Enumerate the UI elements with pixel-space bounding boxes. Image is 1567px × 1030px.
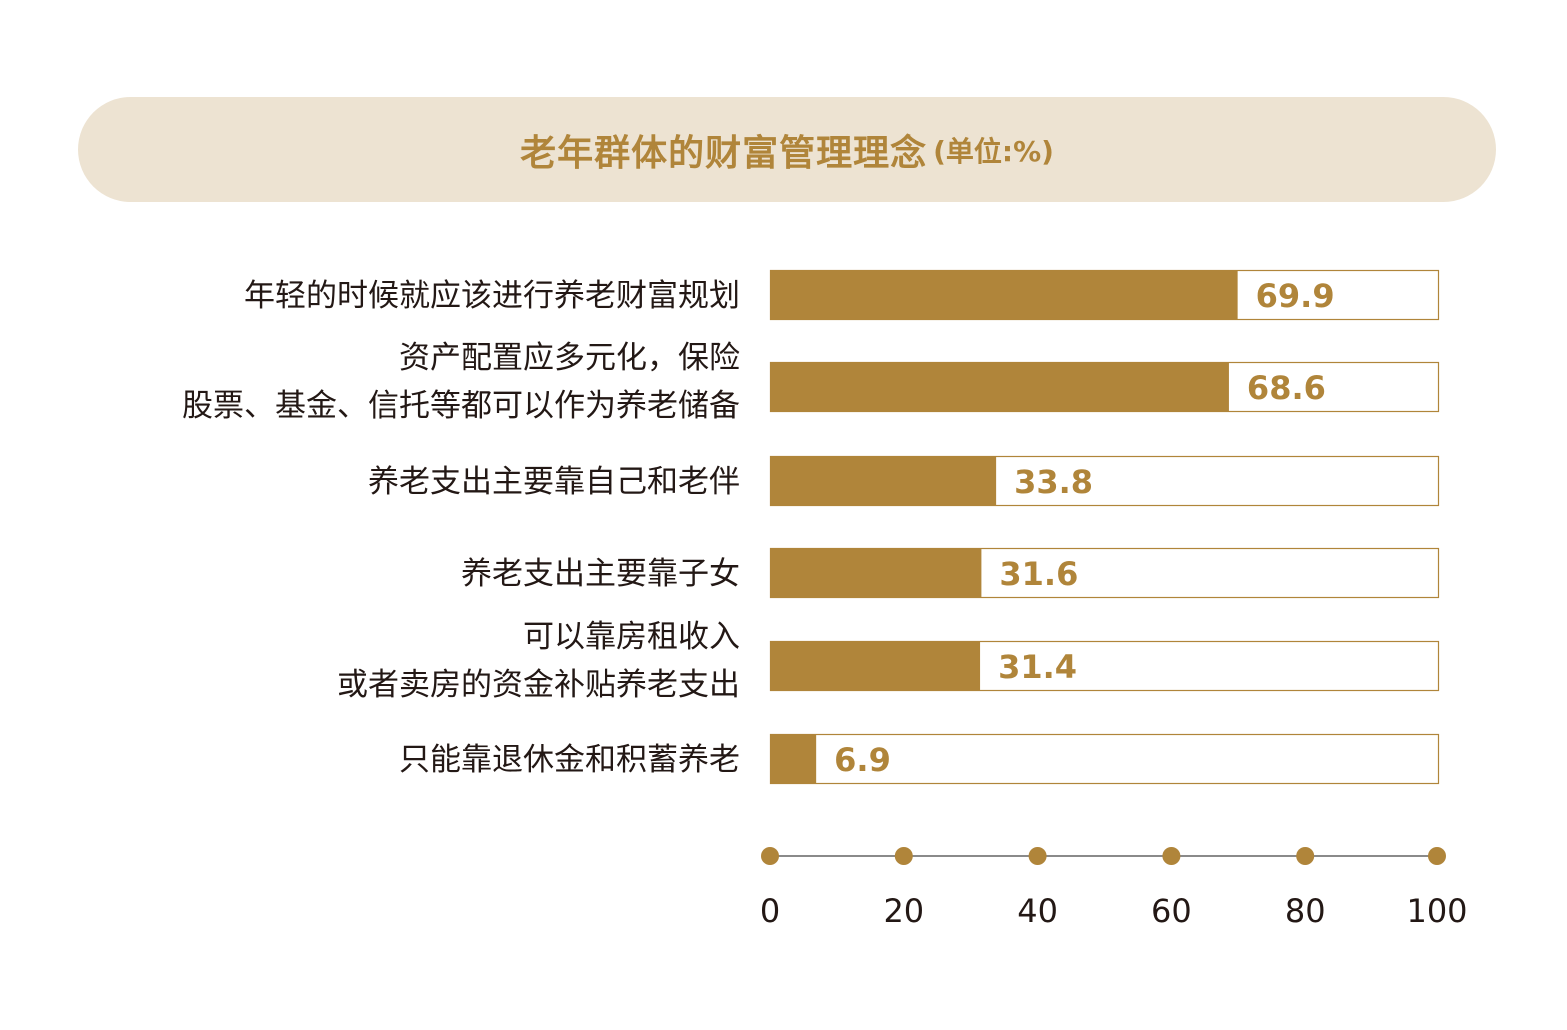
x-tick-dot [761,847,779,865]
value-label: 31.4 [998,648,1077,686]
bar [770,270,1238,320]
x-tick-label: 20 [883,892,924,930]
x-tick-label: 40 [1017,892,1058,930]
chart-unit: (单位:%) [933,134,1054,168]
value-label: 31.6 [999,555,1078,593]
x-tick-dot [1296,847,1315,865]
category-label: 年轻的时候就应该进行养老财富规划 [244,278,740,314]
title-banner: 老年群体的财富管理理念 (单位:%) [78,97,1496,202]
x-tick-dot [1428,847,1446,865]
bar [770,362,1229,412]
x-tick-label: 0 [760,892,780,930]
value-label: 6.9 [834,741,891,779]
chart-title: 老年群体的财富管理理念 [520,132,928,174]
value-label: 33.8 [1014,463,1093,501]
category-label: 或者卖房的资金补贴养老支出 [337,667,740,703]
x-tick-dot [894,847,913,865]
category-label: 可以靠房租收入 [523,619,740,655]
bar [770,548,982,598]
category-label: 只能靠退休金和积蓄养老 [399,742,740,778]
category-label: 养老支出主要靠自己和老伴 [368,464,740,500]
bar [770,641,981,691]
bar [770,456,997,506]
bar-track [769,733,1440,785]
x-tick-label: 60 [1151,892,1192,930]
value-label: 68.6 [1247,369,1326,407]
category-label: 股票、基金、信托等都可以作为养老储备 [182,388,740,424]
value-label: 69.9 [1256,277,1335,315]
category-label: 资产配置应多元化，保险 [399,340,740,376]
x-tick-dot [1028,847,1047,865]
bar [770,734,817,784]
category-label: 养老支出主要靠子女 [461,556,740,592]
x-tick-label: 100 [1406,892,1467,930]
x-tick-dot [1162,847,1181,865]
x-tick-label: 80 [1285,892,1326,930]
